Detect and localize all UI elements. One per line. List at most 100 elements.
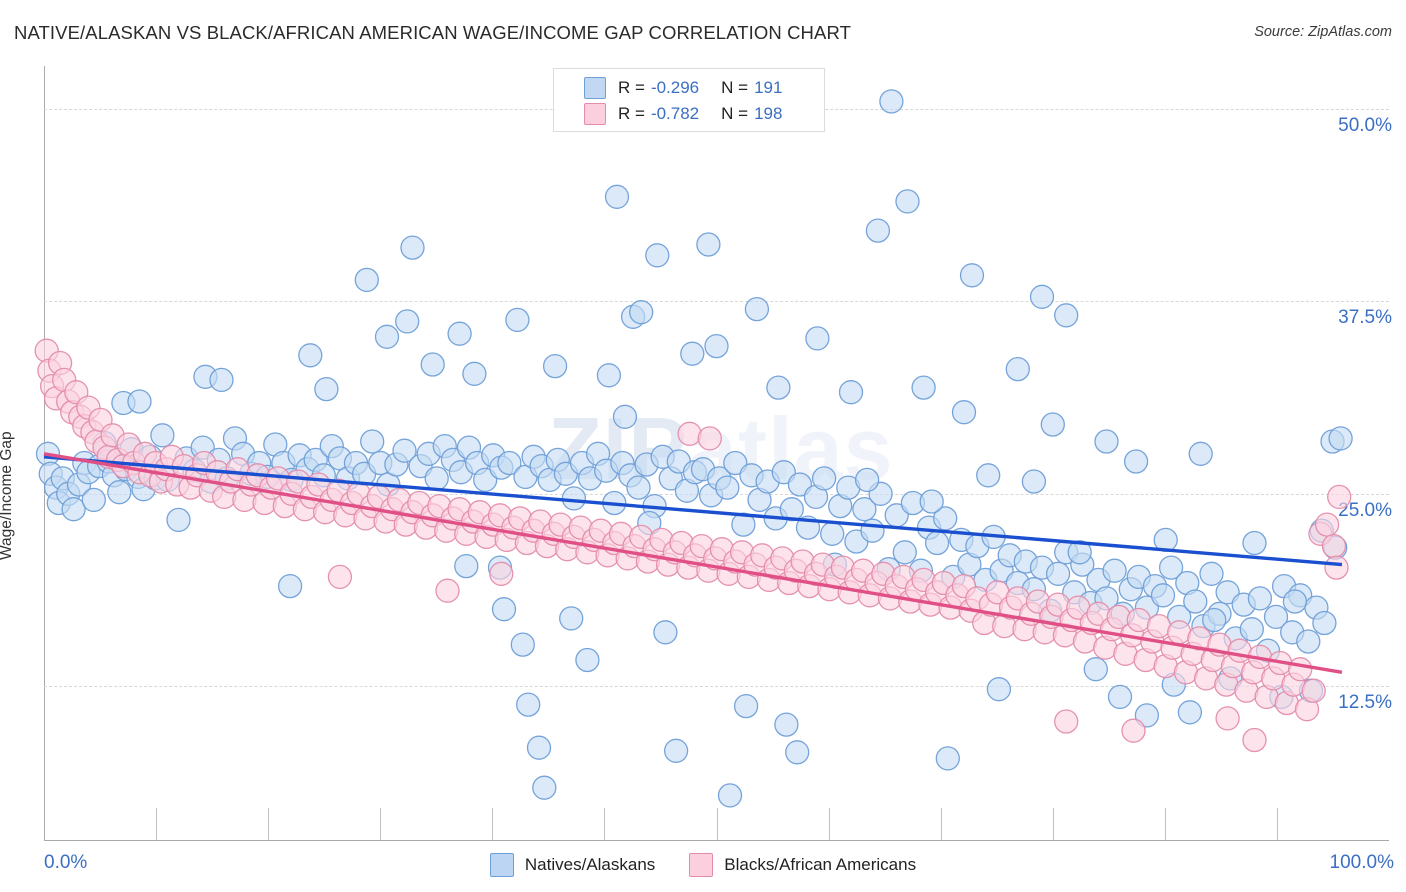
data-point [1146, 613, 1172, 639]
data-point [1150, 583, 1176, 608]
data-point [1054, 709, 1079, 734]
data-point [811, 466, 837, 491]
data-point [559, 606, 584, 631]
data-point [865, 218, 891, 243]
data-point [1312, 610, 1337, 636]
data-point [1301, 678, 1326, 703]
data-point [1215, 580, 1240, 605]
gridline [44, 686, 1389, 688]
y-axis-tick-label: 25.0% [1338, 499, 1392, 521]
series-legend: Natives/Alaskans Blacks/African American… [0, 850, 1406, 880]
data-point [653, 620, 678, 645]
data-point [911, 375, 936, 400]
data-point [395, 309, 420, 334]
data-point [596, 363, 622, 388]
data-point [1067, 540, 1092, 565]
data-point [1045, 561, 1071, 586]
data-point [924, 530, 950, 556]
data-point [1177, 700, 1203, 725]
data-point [645, 243, 670, 268]
data-point [575, 647, 600, 673]
data-point [127, 389, 152, 414]
data-point [774, 712, 799, 737]
data-point [532, 775, 557, 800]
data-point [61, 497, 86, 522]
y-axis-tick-label: 50.0% [1338, 115, 1392, 137]
data-point [1324, 555, 1349, 580]
data-point [314, 376, 339, 402]
data-point [1288, 657, 1313, 682]
data-point [935, 746, 960, 771]
series-points-natives-alaskans [35, 89, 1353, 808]
data-point [771, 460, 796, 485]
data-point [1094, 429, 1119, 454]
data-point [1247, 586, 1273, 611]
data-point [1158, 555, 1184, 580]
gridline [44, 301, 1389, 303]
series-legend-item-natives[interactable]: Natives/Alaskans [489, 853, 656, 877]
data-point [510, 632, 535, 657]
data-point [629, 300, 654, 325]
x-axis-tick [717, 808, 718, 840]
data-point [374, 324, 400, 349]
data-point [542, 353, 568, 379]
correlation-legend: R = -0.296 N = 191 R = -0.782 N = 198 [553, 68, 825, 132]
data-point [1199, 561, 1224, 586]
x-axis-tick [604, 808, 605, 840]
x-axis-tick [380, 808, 381, 840]
data-point [505, 307, 530, 333]
legend-swatch-blue [584, 77, 606, 99]
data-point [838, 380, 864, 405]
legend-n-value-blue: 191 [754, 78, 783, 97]
data-point [895, 189, 920, 214]
data-point [854, 467, 880, 493]
data-point [715, 475, 740, 500]
data-point [1282, 589, 1308, 614]
x-axis-tick [268, 808, 269, 840]
data-point [447, 321, 472, 346]
page-title: NATIVE/ALASKAN VS BLACK/AFRICAN AMERICAN… [14, 22, 851, 43]
legend-row-blacks: R = -0.782 N = 198 [584, 101, 782, 127]
data-point [731, 512, 756, 537]
x-axis-tick [829, 808, 830, 840]
x-axis-tick [1277, 808, 1278, 840]
data-point [733, 693, 759, 719]
data-point [107, 480, 132, 505]
data-point [787, 472, 813, 497]
data-point [1183, 589, 1208, 614]
data-point [612, 404, 638, 429]
series-legend-item-blacks[interactable]: Blacks/African Americans [689, 853, 916, 877]
data-point [1242, 727, 1267, 753]
data-point [516, 692, 541, 717]
data-point [1239, 617, 1264, 642]
data-point [604, 184, 630, 209]
data-point [1314, 512, 1340, 537]
data-point [696, 232, 721, 257]
data-point [1202, 607, 1227, 633]
data-point [959, 263, 985, 288]
legend-r-label-blue: R = [618, 78, 645, 97]
data-point [400, 235, 425, 260]
data-point [723, 450, 748, 476]
data-point [717, 783, 743, 808]
data-point [1227, 638, 1252, 663]
data-point [1215, 706, 1240, 731]
data-point [951, 400, 977, 425]
data-point [892, 540, 917, 565]
series-swatch-pink [689, 853, 714, 877]
x-axis-tick [1053, 808, 1054, 840]
data-point [1167, 620, 1192, 645]
x-axis-tick [156, 808, 157, 840]
data-point [976, 463, 1001, 488]
trendline [43, 452, 1343, 674]
series-label-natives: Natives/Alaskans [524, 855, 656, 874]
data-point [785, 740, 810, 765]
data-point [677, 421, 702, 446]
data-point [1054, 303, 1079, 328]
data-point [420, 352, 445, 377]
data-point [879, 89, 904, 114]
data-point [805, 326, 830, 351]
data-point [489, 561, 514, 586]
